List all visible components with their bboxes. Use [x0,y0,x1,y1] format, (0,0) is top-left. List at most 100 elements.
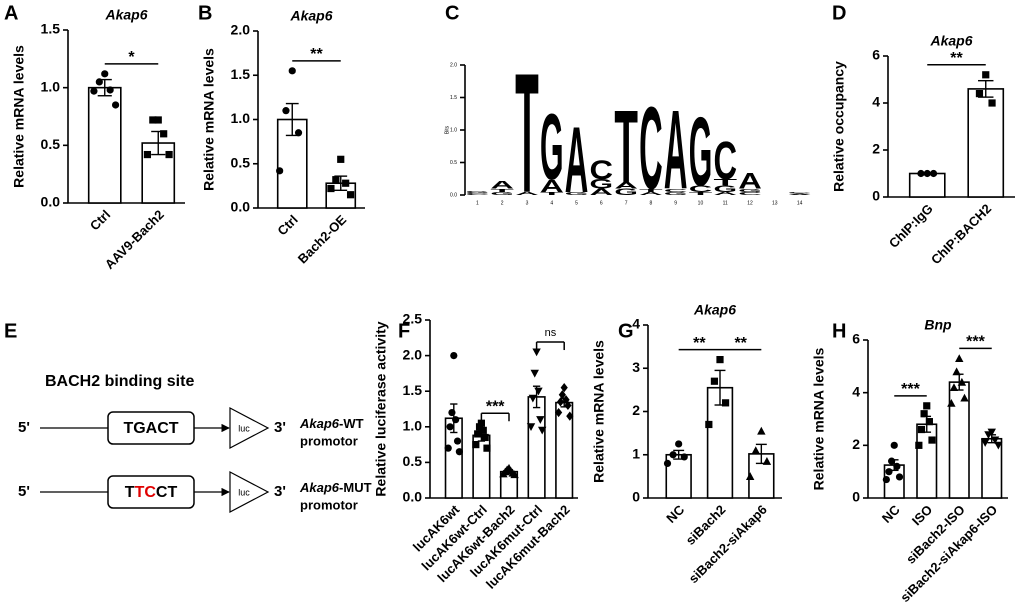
variant: -WT [339,416,364,431]
data-point [929,169,938,178]
data-point [705,420,713,429]
y-tick-label: 1.0 [231,110,251,126]
data-point [154,116,162,124]
data-point [453,437,462,445]
chart-title: Bnp [924,317,952,333]
y-tick-label: 1 [632,445,640,461]
chart-title: Akap6 [104,7,147,23]
data-point [90,87,98,95]
x-tick-label: 6 [600,200,603,206]
x-tick-label: 8 [650,200,653,206]
data-point [282,107,290,115]
bar [916,423,938,499]
data-point [994,441,1003,450]
gene: Akap6 [299,416,340,431]
x-tick-label: 3 [526,200,529,206]
significance-label: ** [734,335,747,352]
logo-letter: A [565,107,589,213]
data-point [472,441,480,449]
logo-letter: A [490,179,514,191]
data-point [276,167,284,175]
bar [967,88,1005,198]
logo-letter: C [639,83,663,213]
panel-letter: A [4,2,18,24]
data-point [562,395,570,405]
x-tick-label: NC [879,502,903,526]
x-tick-label: 9 [674,200,677,206]
gene: Akap6 [299,480,340,495]
y-axis-label: Relative occupancy [831,61,847,192]
data-point [960,393,969,402]
data-point [481,433,489,442]
data-point [675,440,683,448]
data-point [920,410,928,418]
x-tick-label: 1 [476,200,479,206]
y-axis-label: Bits [444,125,450,134]
data-point [890,441,898,449]
panel-letter: F [398,320,410,342]
x-tick-label: 7 [625,200,628,206]
data-point [762,457,772,465]
y-tick-label: 1.5 [403,382,423,398]
data-point [663,459,672,467]
y-tick-label: 1.0 [403,418,423,434]
bar [527,396,546,499]
logo-letter: G [614,187,638,197]
y-tick-label: 2.0 [450,62,457,68]
variant: -MUT [339,480,372,495]
construct-label: Akap6-WT [299,416,364,431]
logo-letter: G [490,191,514,196]
y-tick-label: 0.5 [41,136,61,152]
data-point [346,191,355,199]
x-tick-label: 10 [698,200,704,206]
y-tick-label: 0 [852,489,860,505]
x-tick-label: 11 [723,200,728,206]
data-point [721,399,730,407]
panel-letter: D [832,2,846,24]
logo-letter: T [540,191,565,196]
x-tick-label: ChIP:BACH2 [928,201,994,267]
five-prime: 5' [18,419,30,436]
y-tick-label: 1.5 [450,95,457,101]
data-point [915,441,923,449]
data-point [982,71,990,79]
data-point [483,444,491,452]
x-tick-label: siBach2-siAkap6 [686,502,770,586]
y-tick-label: 6 [872,47,880,63]
x-tick-label: ISO [909,502,935,528]
data-point [669,451,677,459]
site-part: T [125,484,135,501]
logo-letter: A [515,191,539,196]
data-point [955,354,964,363]
data-point [448,408,456,417]
y-tick-label: 1.5 [231,66,251,82]
data-point [327,184,335,193]
logo-letter: A [713,191,737,196]
y-axis-label: Relative mRNA levels [11,45,27,188]
data-point [558,390,566,400]
significance-label: *** [486,398,505,415]
data-point [534,387,543,396]
y-tick-label: 3 [632,359,640,375]
data-point [882,475,890,484]
site-seq: TTCCT [125,484,178,501]
data-point [949,383,959,391]
data-point [165,150,173,159]
data-point [917,169,925,178]
site-seq: TGACT [123,420,178,437]
y-tick-label: 2.5 [403,311,423,327]
reporter: luc [238,423,250,433]
construct-note: promotor [300,497,358,512]
data-point [479,426,487,434]
data-point [923,169,931,178]
logo-letter: C [466,193,490,196]
logo-letter: A [614,180,638,190]
y-tick-label: 2.0 [231,22,251,38]
data-point [474,430,482,438]
data-point [716,356,724,364]
luc-triangle [229,471,270,513]
logo-letter: A [738,168,762,193]
logo-letter: T [614,88,638,204]
data-point [680,453,688,461]
